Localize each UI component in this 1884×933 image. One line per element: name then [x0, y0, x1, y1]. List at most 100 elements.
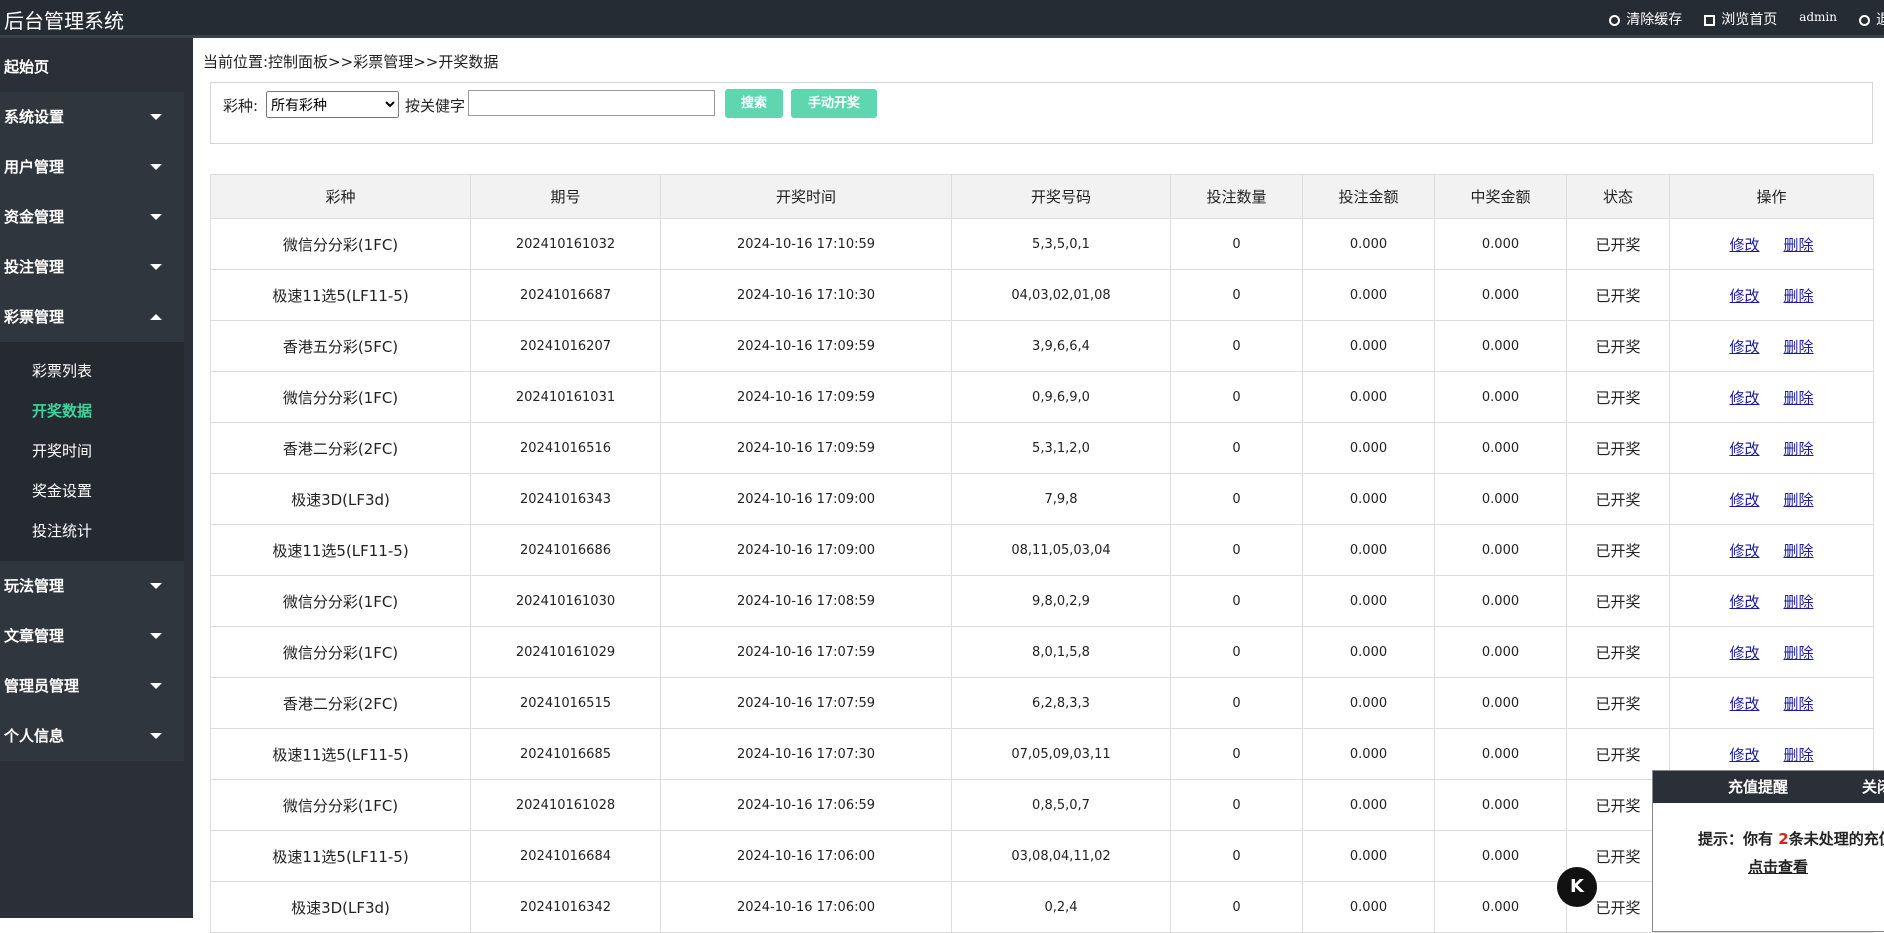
menu-label[interactable]: 彩票管理 — [4, 308, 65, 326]
submenu-item[interactable]: 开奖时间 — [32, 442, 93, 460]
actions-cell: 修改 删除 — [1669, 473, 1874, 525]
cell: 0.000 — [1434, 728, 1567, 780]
cell: 2024-10-16 17:10:30 — [660, 269, 952, 321]
actions-cell: 修改 删除 — [1669, 269, 1874, 321]
submenu-item[interactable]: 彩票列表 — [32, 362, 93, 380]
type-select[interactable]: 所有彩种 — [266, 91, 399, 118]
menu-item[interactable]: 系统设置 — [0, 92, 184, 142]
menu-item[interactable]: 彩票管理 — [0, 292, 184, 342]
table-row: 极速3D(LF3d) 20241016342 2024-10-16 17:06:00… — [210, 881, 1874, 933]
delete-link[interactable]: 删除 — [1783, 745, 1814, 764]
delete-link[interactable]: 删除 — [1783, 286, 1814, 305]
menu-label[interactable]: 玩法管理 — [4, 577, 65, 595]
edit-link[interactable]: 修改 — [1729, 388, 1760, 407]
cell: 0.000 — [1302, 269, 1435, 321]
menu-item[interactable]: 个人信息 — [0, 711, 184, 761]
cell: 0.000 — [1302, 320, 1435, 372]
table-row: 香港二分彩(2FC) 20241016515 2024-10-16 17:07:59… — [210, 677, 1874, 729]
edit-link[interactable]: 修改 — [1729, 592, 1760, 611]
menu-label[interactable]: 投注管理 — [4, 258, 65, 276]
popup-link[interactable]: 点击查看 — [1748, 858, 1809, 876]
logout-label[interactable]: 退出 — [1876, 12, 1884, 28]
column-header: 投注金额 — [1302, 174, 1435, 219]
cell: 9,8,0,2,9 — [951, 575, 1171, 627]
actions-cell: 修改 删除 — [1669, 320, 1874, 372]
delete-link[interactable]: 删除 — [1783, 694, 1814, 713]
logout[interactable]: 退出 — [1859, 9, 1884, 29]
edit-link[interactable]: 修改 — [1729, 541, 1760, 560]
cell: 20241016686 — [470, 524, 661, 576]
edit-link[interactable]: 修改 — [1729, 439, 1760, 458]
popup-close[interactable]: 关闭 — [1862, 778, 1884, 796]
menu-label[interactable]: 用户管理 — [4, 158, 65, 176]
table-row: 微信分分彩(1FC) 202410161031 2024-10-16 17:09:5… — [210, 371, 1874, 423]
view-home-label[interactable]: 浏览首页 — [1721, 12, 1778, 28]
header-row: 彩种 期号 开奖时间 开奖号码 投注数量 投注金额 中奖金额 状态 操作 — [210, 174, 1874, 219]
cell: 极速11选5(LF11-5) — [210, 830, 471, 882]
cell: 20241016687 — [470, 269, 661, 321]
app-title: 后台管理系统 — [4, 9, 124, 33]
cell: 20241016516 — [470, 422, 661, 474]
menu-label[interactable]: 文章管理 — [4, 627, 65, 645]
cell: 2024-10-16 17:09:59 — [660, 320, 952, 372]
floating-badge[interactable]: K — [1557, 867, 1597, 907]
cell: 已开奖 — [1566, 422, 1670, 474]
edit-link[interactable]: 修改 — [1729, 745, 1760, 764]
submenu-item[interactable]: 投注统计 — [32, 522, 93, 540]
delete-link[interactable]: 删除 — [1783, 235, 1814, 254]
menu-label[interactable]: 起始页 — [4, 58, 50, 76]
keyword-input[interactable] — [468, 90, 715, 116]
menu-item[interactable]: 投注管理 — [0, 242, 184, 292]
menu-item[interactable]: 用户管理 — [0, 142, 184, 192]
delete-link[interactable]: 删除 — [1783, 541, 1814, 560]
menu-item[interactable]: 管理员管理 — [0, 661, 184, 711]
column-header: 操作 — [1669, 174, 1874, 219]
cell: 0,9,6,9,0 — [951, 371, 1171, 423]
edit-link[interactable]: 修改 — [1729, 643, 1760, 662]
cell: 0 — [1170, 524, 1303, 576]
edit-link[interactable]: 修改 — [1729, 286, 1760, 305]
cell: 极速11选5(LF11-5) — [210, 728, 471, 780]
cell: 0 — [1170, 881, 1303, 933]
search-button[interactable]: 搜索 — [725, 89, 783, 118]
edit-link[interactable]: 修改 — [1729, 337, 1760, 356]
edit-link[interactable]: 修改 — [1729, 235, 1760, 254]
menu-item[interactable]: 起始页 — [0, 42, 184, 92]
cell: 0.000 — [1434, 269, 1567, 321]
cell: 202410161029 — [470, 626, 661, 678]
cell: 0 — [1170, 677, 1303, 729]
menu-label[interactable]: 管理员管理 — [4, 677, 80, 695]
submenu-item[interactable]: 开奖数据 — [32, 402, 93, 420]
menu-label[interactable]: 系统设置 — [4, 108, 65, 126]
clear-cache[interactable]: 清除缓存 — [1609, 9, 1682, 29]
menu-item[interactable]: 资金管理 — [0, 192, 184, 242]
edit-link[interactable]: 修改 — [1729, 490, 1760, 509]
cell: 20241016207 — [470, 320, 661, 372]
delete-link[interactable]: 删除 — [1783, 592, 1814, 611]
cell: 0.000 — [1434, 371, 1567, 423]
delete-link[interactable]: 删除 — [1783, 337, 1814, 356]
menu-item[interactable]: 文章管理 — [0, 611, 184, 661]
delete-link[interactable]: 删除 — [1783, 643, 1814, 662]
delete-link[interactable]: 删除 — [1783, 490, 1814, 509]
cell: 0.000 — [1434, 422, 1567, 474]
msg-suffix: 条未处理的充值 — [1788, 830, 1884, 848]
menu-label[interactable]: 个人信息 — [4, 727, 65, 745]
clear-cache-label[interactable]: 清除缓存 — [1626, 12, 1683, 28]
edit-link[interactable]: 修改 — [1729, 694, 1760, 713]
cell: 0.000 — [1302, 371, 1435, 423]
view-home[interactable]: 浏览首页 — [1704, 9, 1777, 29]
submenu: 彩票列表开奖数据开奖时间奖金设置投注统计 — [0, 342, 184, 561]
actions-cell: 修改 删除 — [1669, 677, 1874, 729]
cell: 2024-10-16 17:07:59 — [660, 677, 952, 729]
popup-title: 充值提醒 — [1728, 778, 1789, 796]
submenu-item[interactable]: 奖金设置 — [32, 482, 93, 500]
menu-label[interactable]: 资金管理 — [4, 208, 65, 226]
menu-arrow — [150, 633, 162, 639]
delete-link[interactable]: 删除 — [1783, 439, 1814, 458]
delete-link[interactable]: 删除 — [1783, 388, 1814, 407]
menu-item[interactable]: 玩法管理 — [0, 561, 184, 611]
recharge-popup: 充值提醒 关闭 提示：你有 2条未处理的充值 点击查看 — [1652, 770, 1884, 932]
cell: 2024-10-16 17:09:00 — [660, 473, 952, 525]
manual-draw-button[interactable]: 手动开奖 — [791, 89, 877, 118]
